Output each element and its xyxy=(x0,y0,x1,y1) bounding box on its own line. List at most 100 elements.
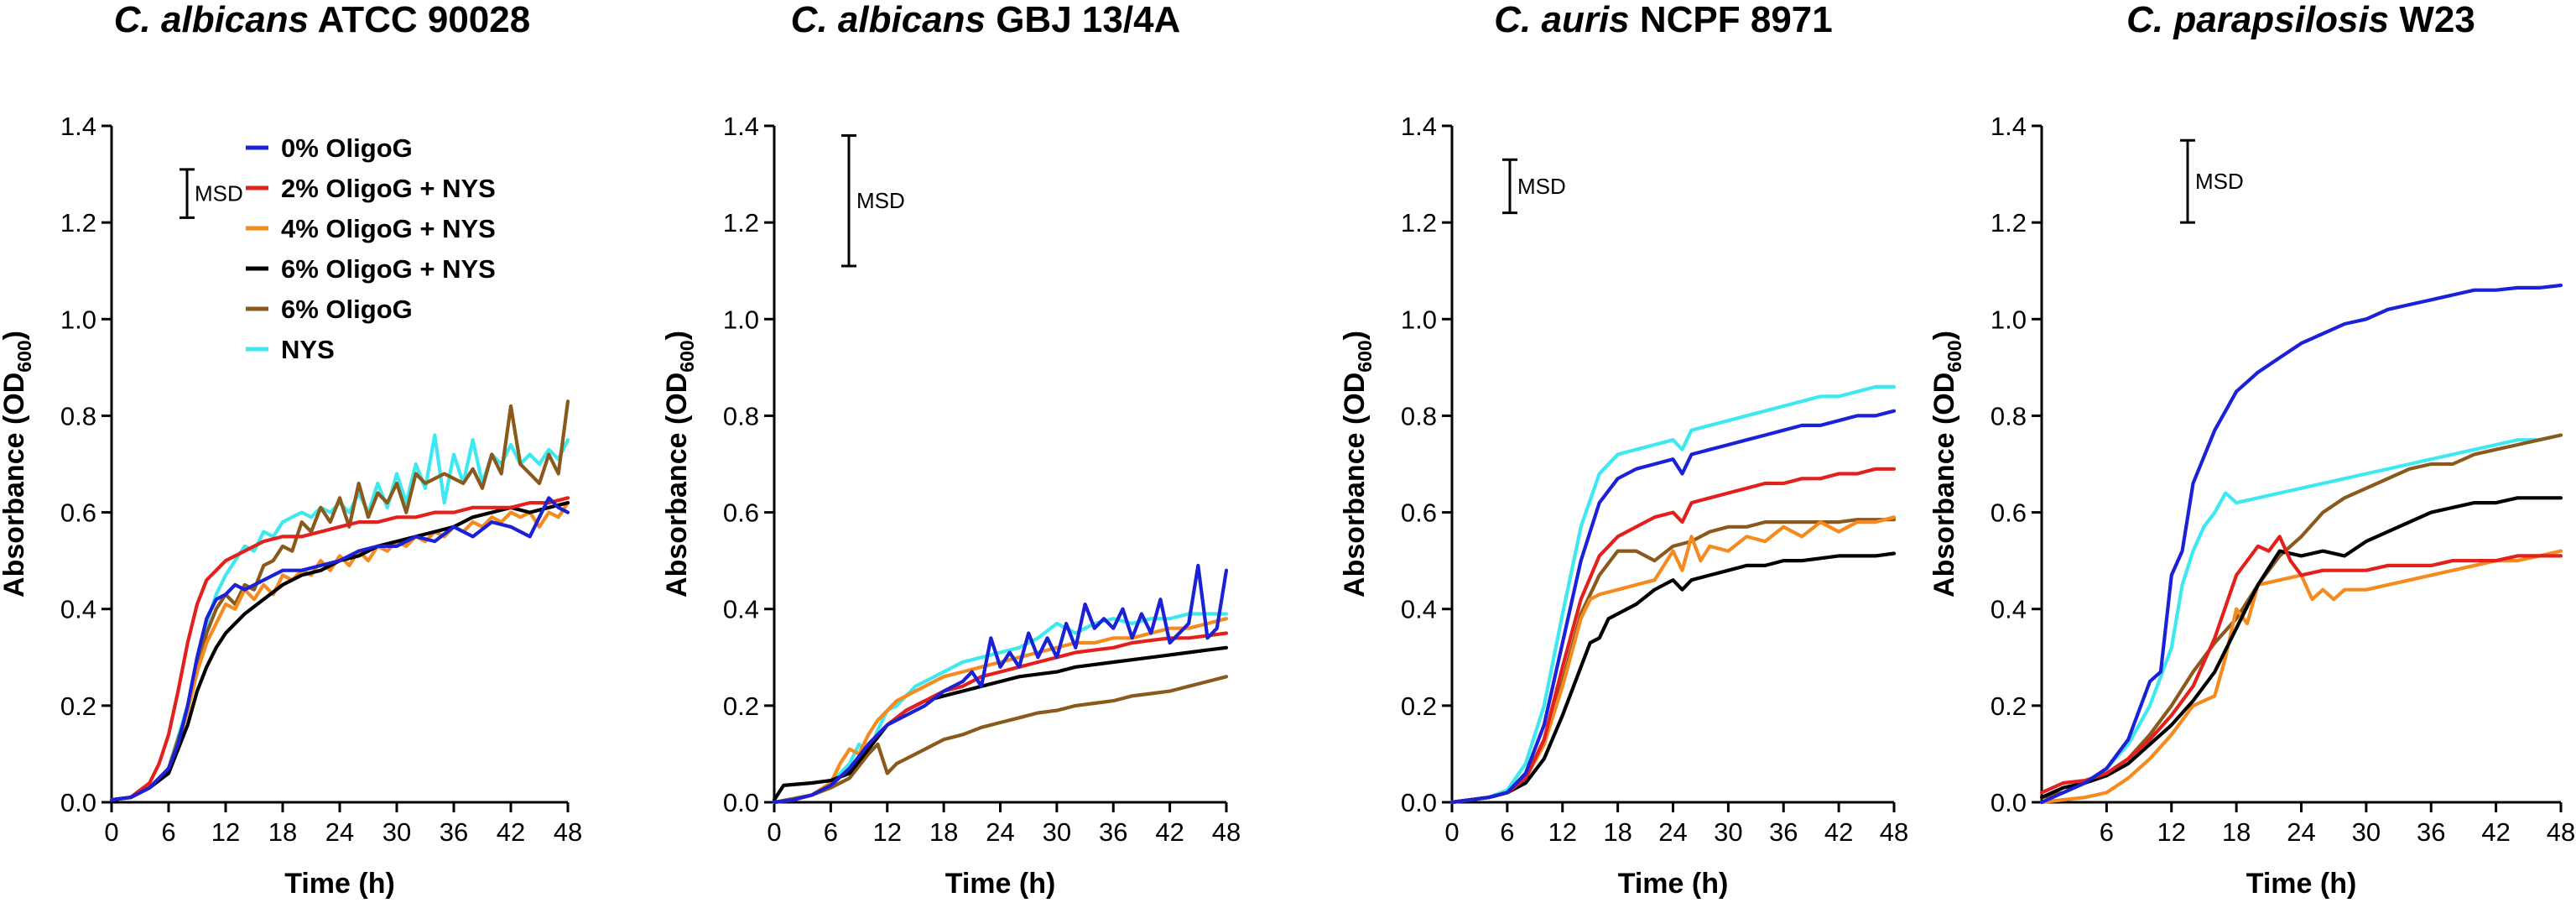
x-tick-label: 6 xyxy=(824,817,838,847)
y-tick-label: 0.4 xyxy=(1401,595,1437,624)
chart-title-strain: GBJ 13/4A xyxy=(986,0,1180,40)
y-tick-label: 0.2 xyxy=(723,691,759,721)
y-axis-label: Absorbance (OD600) xyxy=(1339,331,1376,598)
y-tick-label: 0.8 xyxy=(1401,401,1437,431)
y-tick-label: 0.8 xyxy=(1991,401,2027,431)
msd-label: MSD xyxy=(1517,174,1566,199)
y-tick-label: 1.2 xyxy=(1401,208,1437,237)
y-tick-label: 0.2 xyxy=(1401,691,1437,721)
series-line-nys xyxy=(2039,433,2563,800)
chart-title-strain: ATCC 90028 xyxy=(309,0,530,40)
series-line-2-oligog-nys xyxy=(109,496,570,802)
y-tick-label: 1.4 xyxy=(1991,112,2027,141)
x-tick-label: 30 xyxy=(1714,817,1742,847)
x-tick-label: 24 xyxy=(2287,817,2315,847)
chart-panel-4: C. parapsilosis W23 0.0 0.2 0.4 0.6 0.8 1.0 1.2… xyxy=(1928,0,2575,900)
y-axis-label-close: ) xyxy=(661,331,693,340)
x-tick-label: 6 xyxy=(161,817,175,847)
x-tick-label: 0 xyxy=(767,817,781,847)
x-tick-label: 24 xyxy=(986,817,1014,847)
y-tick-label: 1.4 xyxy=(723,112,759,141)
y-axis-label-main: Absorbance (OD xyxy=(661,373,693,598)
series-line-6-oligog-nys xyxy=(109,500,570,802)
series-line-6-oligog xyxy=(1449,518,1897,805)
series-line-4-oligog-nys xyxy=(1449,515,1897,805)
y-tick-label: 1.2 xyxy=(1991,208,2027,237)
y-tick-label: 1.0 xyxy=(60,305,96,334)
y-axis-label-main: Absorbance (OD xyxy=(1339,373,1371,598)
chart-panel-3: C. auris NCPF 8971 0.0 0.2 0.4 0.6 0.8 1.0 1.2 1… xyxy=(1339,0,1908,900)
y-axis-label-subscript: 600 xyxy=(1354,340,1376,372)
y-tick-label: 1.2 xyxy=(723,208,759,237)
series-line-6-oligog-nys xyxy=(2039,496,2563,800)
y-tick-label: 0.0 xyxy=(1991,788,2027,817)
x-tick-label: 18 xyxy=(2222,817,2251,847)
series-line-0-oligog xyxy=(772,563,1229,805)
chart-title-species: C. auris xyxy=(1494,0,1629,40)
x-tick-label: 36 xyxy=(2417,817,2445,847)
y-tick-label: 1.0 xyxy=(1401,305,1437,334)
y-axis-label-subscript: 600 xyxy=(13,340,35,372)
series-line-6-oligog xyxy=(109,399,570,802)
x-tick-label: 30 xyxy=(1043,817,1071,847)
y-tick-label: 0.4 xyxy=(723,595,759,624)
x-tick-label: 36 xyxy=(1769,817,1798,847)
x-tick-label: 0 xyxy=(1444,817,1459,847)
y-axis-label-close: ) xyxy=(1928,331,1960,340)
y-axis-label-subscript: 600 xyxy=(676,340,698,372)
x-tick-label: 48 xyxy=(554,817,582,847)
x-tick-label: 42 xyxy=(1155,817,1184,847)
x-tick-label: 12 xyxy=(2157,817,2186,847)
y-axis-label-close: ) xyxy=(1339,331,1371,340)
y-axis-label: Absorbance (OD600) xyxy=(0,331,35,598)
legend-item-label: 6% OligoG + NYS xyxy=(281,254,496,284)
x-tick-label: 42 xyxy=(497,817,525,847)
y-tick-label: 1.2 xyxy=(60,208,96,237)
series-line-4-oligog-nys xyxy=(772,617,1229,805)
x-tick-label: 12 xyxy=(873,817,902,847)
chart-title-species: C. albicans xyxy=(791,0,986,40)
x-axis-label: Time (h) xyxy=(945,868,1056,900)
chart-title-strain: NCPF 8971 xyxy=(1630,0,1833,40)
legend-item-label: NYS xyxy=(281,335,335,364)
series-line-6-oligog xyxy=(772,675,1229,805)
x-tick-label: 48 xyxy=(2547,817,2575,847)
y-tick-label: 0.6 xyxy=(1991,498,2027,528)
series-line-6-oligog-nys xyxy=(1449,551,1897,805)
chart-title-species: C. parapsilosis xyxy=(2126,0,2389,40)
x-tick-label: 24 xyxy=(1658,817,1687,847)
x-tick-label: 42 xyxy=(1824,817,1853,847)
msd-label: MSD xyxy=(195,181,243,206)
y-axis-label: Absorbance (OD600) xyxy=(661,331,698,598)
y-tick-label: 0.0 xyxy=(723,788,759,817)
x-tick-label: 24 xyxy=(325,817,354,847)
series-line-0-oligog xyxy=(2039,283,2563,805)
x-tick-label: 36 xyxy=(1099,817,1127,847)
x-tick-label: 18 xyxy=(929,817,958,847)
y-tick-label: 1.4 xyxy=(60,112,96,141)
chart-panel-2: C. albicans GBJ 13/4A 0.0 0.2 0.4 0.6 0.8 1.0 1… xyxy=(661,0,1241,900)
x-tick-label: 48 xyxy=(1880,817,1908,847)
y-axis-label-main: Absorbance (OD xyxy=(1928,373,1960,598)
msd-label: MSD xyxy=(2195,169,2244,194)
y-tick-label: 0.4 xyxy=(60,595,96,624)
y-tick-label: 0.8 xyxy=(60,401,96,431)
x-tick-label: 42 xyxy=(2481,817,2510,847)
y-tick-label: 0.2 xyxy=(1991,691,2027,721)
x-tick-label: 0 xyxy=(104,817,118,847)
y-tick-label: 0.4 xyxy=(1991,595,2027,624)
x-tick-label: 18 xyxy=(1603,817,1631,847)
x-tick-label: 12 xyxy=(1548,817,1577,847)
x-axis-label: Time (h) xyxy=(1618,868,1729,900)
series-line-4-oligog-nys xyxy=(109,500,570,802)
series-line-6-oligog-nys xyxy=(772,645,1229,802)
x-tick-label: 6 xyxy=(2100,817,2114,847)
chart-title-strain: W23 xyxy=(2389,0,2475,40)
y-tick-label: 0.2 xyxy=(60,691,96,721)
y-tick-label: 0.6 xyxy=(723,498,759,528)
legend-item-label: 2% OligoG + NYS xyxy=(281,174,496,203)
y-tick-label: 1.0 xyxy=(723,305,759,334)
series-line-nys xyxy=(1449,384,1897,805)
